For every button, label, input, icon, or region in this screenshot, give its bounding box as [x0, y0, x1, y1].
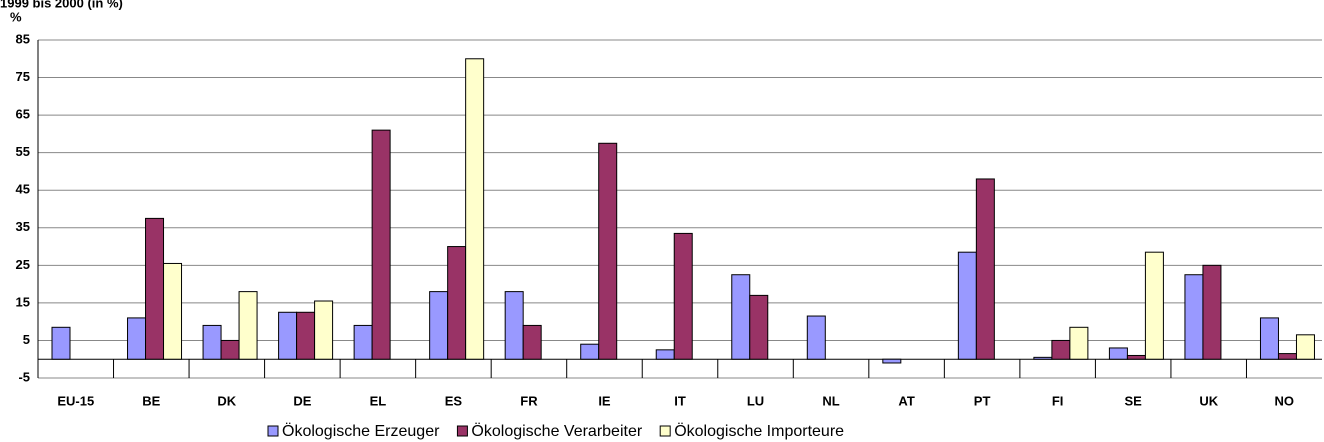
bar — [1126, 354, 1146, 360]
bar — [127, 317, 147, 360]
x-tick-label: SE — [1125, 393, 1143, 408]
bar — [580, 343, 600, 360]
bar — [296, 311, 316, 360]
y-tick-label: 35 — [16, 219, 30, 234]
y-axis-label: % — [10, 9, 22, 24]
bar — [655, 349, 675, 360]
x-tick-label: IE — [598, 393, 611, 408]
bar — [749, 294, 769, 360]
y-tick-label: 15 — [16, 294, 30, 309]
legend-label: Ökologische Erzeuger — [282, 422, 440, 440]
bar — [673, 232, 693, 360]
bar — [957, 251, 977, 360]
legend-swatch — [267, 425, 279, 437]
bar — [1202, 264, 1222, 360]
y-tick-label: 55 — [16, 144, 30, 159]
y-tick-label: 65 — [16, 107, 30, 122]
bar — [522, 324, 542, 360]
bar — [598, 142, 618, 360]
bar — [1051, 339, 1071, 360]
x-tick-label: UK — [1199, 393, 1218, 408]
x-tick-label: FR — [520, 393, 538, 408]
bar — [278, 311, 298, 360]
y-tick-label: 5 — [23, 332, 30, 347]
x-tick-label: NO — [1274, 393, 1294, 408]
x-tick-label: AT — [898, 393, 914, 408]
bar — [429, 291, 449, 360]
x-tick-label: BE — [142, 393, 160, 408]
bar — [1277, 353, 1297, 360]
x-tick-label: EL — [370, 393, 387, 408]
y-tick-label: 75 — [16, 69, 30, 84]
bar — [371, 129, 391, 360]
x-tick-label: IT — [674, 393, 686, 408]
bar — [447, 246, 467, 360]
legend-swatch — [659, 425, 671, 437]
x-tick-label: PT — [974, 393, 991, 408]
bar — [163, 262, 183, 360]
x-tick-label: NL — [822, 393, 839, 408]
bar — [1108, 347, 1128, 360]
bar — [353, 324, 373, 360]
bar — [220, 339, 240, 360]
legend-swatch — [456, 425, 468, 437]
bar — [465, 58, 485, 360]
x-tick-label: DE — [293, 393, 311, 408]
x-tick-label: ES — [445, 393, 463, 408]
x-tick-label: FI — [1052, 393, 1064, 408]
bar — [882, 358, 902, 364]
bar — [1144, 251, 1164, 360]
y-tick-label: 85 — [16, 31, 30, 46]
chart-title: 1999 bis 2000 (in %) — [0, 0, 123, 10]
bar — [731, 274, 751, 360]
bar — [314, 300, 334, 360]
x-tick-label: EU-15 — [57, 393, 94, 408]
bar — [806, 315, 826, 360]
bar — [51, 326, 71, 360]
bar — [238, 291, 258, 360]
y-tick-label: 45 — [16, 182, 30, 197]
bar — [1295, 334, 1315, 360]
legend-label: Ökologische Verarbeiter — [471, 422, 642, 440]
y-tick-label: -5 — [18, 369, 30, 384]
bar — [202, 324, 222, 360]
bar — [975, 178, 995, 360]
x-tick-label: DK — [217, 393, 236, 408]
x-tick-label: LU — [747, 393, 764, 408]
bar — [504, 291, 524, 360]
bar — [1069, 326, 1089, 360]
bar — [145, 217, 165, 360]
bar — [1184, 274, 1204, 360]
bar — [1259, 317, 1279, 360]
bar — [1033, 356, 1053, 360]
y-tick-label: 25 — [16, 257, 30, 272]
legend-label: Ökologische Importeure — [674, 422, 844, 440]
